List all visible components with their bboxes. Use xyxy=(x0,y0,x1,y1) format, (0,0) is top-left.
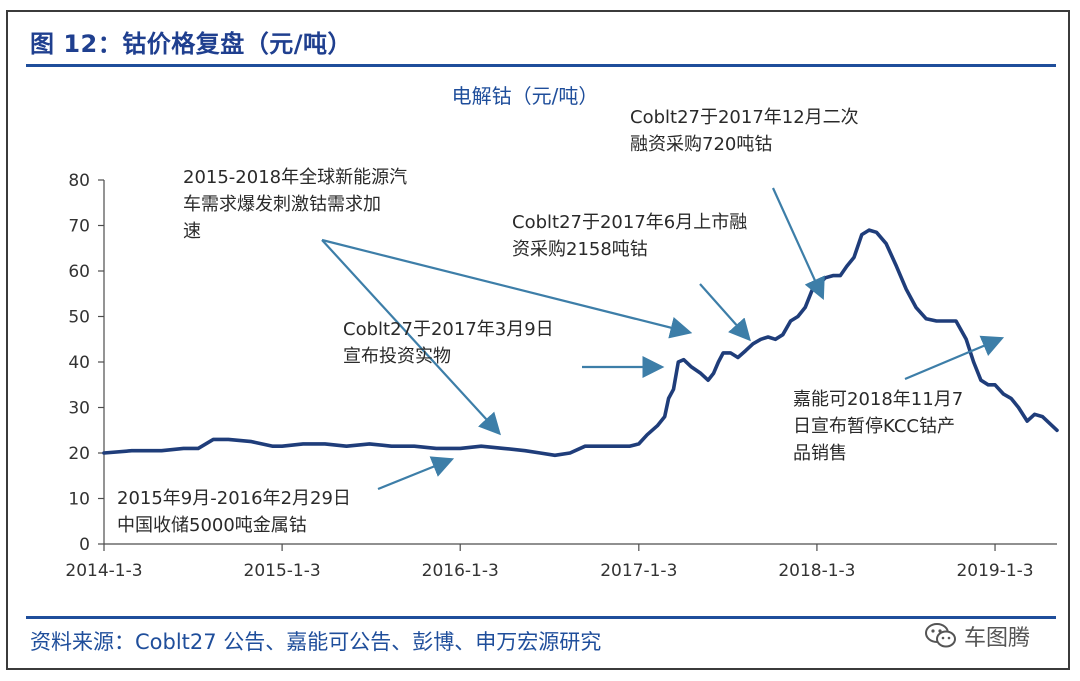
annotation-state-reserve: 2015年9月-2016年2月29日 中国收储5000吨金属钴 xyxy=(117,488,351,536)
y-tick-label: 30 xyxy=(68,399,90,419)
annotation-glencore: 嘉能可2018年11月7 日宣布暂停KCC钴产 品销售 xyxy=(793,389,964,464)
y-tick-label: 40 xyxy=(68,353,90,373)
y-tick-label: 80 xyxy=(68,171,90,191)
y-tick-label: 10 xyxy=(68,490,90,510)
series-line-cobalt xyxy=(102,228,1059,458)
annotation-coblt-dec-2017: Coblt27于2017年12月二次 融资采购720吨钴 xyxy=(630,107,859,155)
x-tick-label: 2014-1-3 xyxy=(65,561,142,581)
annotation-coblt-mar-2017: Coblt27于2017年3月9日 宣布投资实物 xyxy=(343,319,554,367)
watermark-text: 车图腾 xyxy=(964,626,1031,651)
arrow-glencore xyxy=(904,335,1005,381)
y-tick-label: 50 xyxy=(68,308,90,328)
source-note: 资料来源：Coblt27 公告、嘉能可公告、彭博、申万宏源研究 xyxy=(30,630,602,654)
x-tick-label: 2018-1-3 xyxy=(778,561,855,581)
arrow-ev-to-2017 xyxy=(321,238,693,339)
x-tick-label: 2017-1-3 xyxy=(600,561,677,581)
figure-frame: 图 12：钴价格复盘（元/吨） 资料来源：Coblt27 公告、嘉能可公告、彭博… xyxy=(6,10,1070,670)
arrow-dec-2017 xyxy=(771,187,825,301)
x-tick-label: 2019-1-3 xyxy=(956,561,1033,581)
annotation-ev-demand: 2015-2018年全球新能源汽 车需求爆发刺激钴需求加 速 xyxy=(183,167,408,242)
arrow-state-reserve xyxy=(377,456,455,491)
x-tick-label: 2015-1-3 xyxy=(244,561,321,581)
y-tick-label: 20 xyxy=(68,444,90,464)
y-tick-label: 0 xyxy=(79,535,90,555)
source-rule xyxy=(26,616,1056,619)
y-tick-label: 70 xyxy=(68,217,90,237)
watermark: 车图腾 xyxy=(924,620,1030,652)
title-rule xyxy=(26,64,1056,67)
y-tick-label: 60 xyxy=(68,262,90,282)
arrow-ev-to-2016 xyxy=(321,239,501,436)
wechat-icon xyxy=(925,623,956,648)
annotation-coblt-jun-2017: Coblt27于2017年6月上市融 资采购2158吨钴 xyxy=(512,212,748,260)
arrow-jun-2017 xyxy=(699,283,751,342)
x-tick-label: 2016-1-3 xyxy=(422,561,499,581)
chart-title: 电解钴（元/吨） xyxy=(452,84,599,108)
figure-title: 图 12：钴价格复盘（元/吨） xyxy=(30,30,353,58)
